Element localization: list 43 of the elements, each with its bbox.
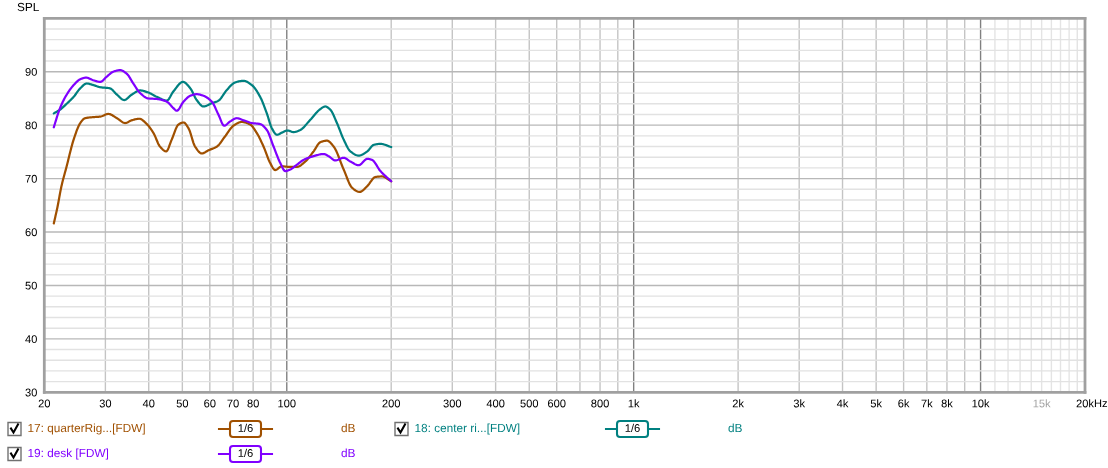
x-tick-label: 200: [382, 399, 401, 408]
y-tick-label: 80: [25, 121, 37, 130]
y-tick-label: 90: [25, 68, 37, 76]
x-tick-label: 800: [591, 399, 609, 408]
text: dB: [341, 423, 355, 433]
x-tick-label: 6k: [898, 399, 910, 408]
x-tick-label: 300: [443, 399, 462, 408]
x-tick-label: 4k: [836, 399, 849, 408]
text: 18: center ri...[FDW]: [415, 423, 520, 435]
x-tick-label: 5k: [870, 399, 883, 408]
y-tick-label: 70: [25, 174, 37, 183]
x-tick-label: 60: [204, 399, 216, 408]
x-tick-label: 7k: [921, 399, 933, 408]
x-tick-label: 2k: [732, 399, 744, 408]
text: 1/6: [625, 423, 640, 432]
y-axis-title: SPL: [17, 2, 39, 12]
x-tick-label: 20k: [1076, 399, 1094, 408]
text: 1/6: [238, 423, 253, 432]
x-tick-label: 8k: [941, 399, 953, 408]
text: 17: quarterRig...[FDW]: [28, 423, 145, 435]
x-tick-label: 3k: [793, 399, 806, 408]
text: dB: [728, 423, 742, 433]
x-tick-label: 500: [520, 399, 539, 408]
x-tick-label: 1k: [628, 399, 640, 408]
x-tick-label: 80: [247, 399, 259, 408]
x-tick-label: 40: [142, 399, 155, 408]
x-tick-label: 70: [227, 399, 239, 408]
x-tick-label: 20: [38, 399, 51, 408]
x-tick-label: 600: [548, 399, 566, 408]
x-tick-label: 400: [486, 399, 505, 408]
y-tick-label: 50: [25, 281, 37, 290]
y-tick-label: 60: [25, 228, 37, 237]
x-tick-label: 100: [278, 399, 296, 408]
x-tick-label: 50: [176, 399, 189, 408]
text: 1/6: [238, 448, 253, 457]
x-tick-label: 10k: [972, 399, 990, 408]
text: 19: desk [FDW]: [28, 448, 109, 460]
x-tick-label: 30: [99, 399, 112, 408]
x-tick-label: 15k: [1033, 399, 1051, 408]
y-tick-label: 30: [25, 388, 37, 397]
text: dB: [341, 448, 355, 458]
y-tick-label: 40: [25, 335, 37, 344]
x-axis-title: Hz: [1094, 399, 1108, 408]
